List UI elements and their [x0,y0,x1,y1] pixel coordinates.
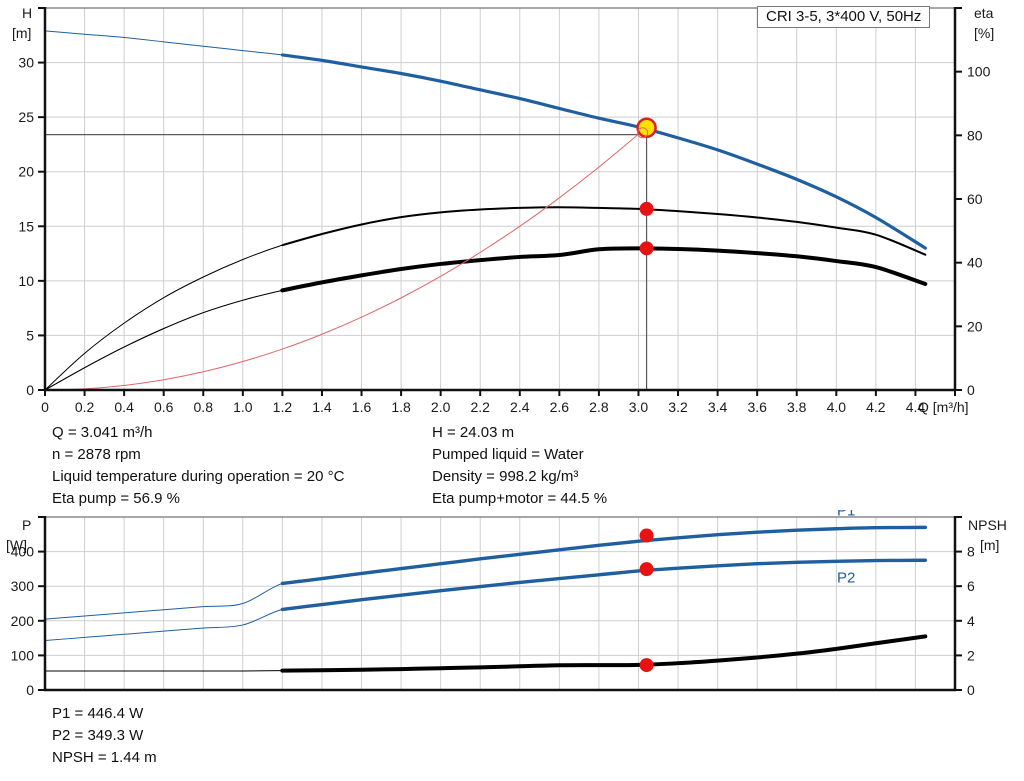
head-efficiency-chart: 0 5 10 15 20 25 30 0 20 40 60 80 100 0 0.2 0.4 0.6 0.8 1.0… [12,5,994,415]
y-tick-label-left: 0 [26,382,34,398]
y-axis-unit-right: [m] [980,537,999,553]
info-n: n = 2878 rpm [52,446,141,463]
y-tick-label-right: 100 [967,64,991,80]
marker-eta-pump-point [639,201,654,216]
x-tick-label: 2.4 [510,399,530,415]
marker-npsh-duty-point [639,658,654,673]
info-liqtemp: Liquid temperature during operation = 20… [52,468,345,485]
pump-model-title: CRI 3-5, 3*400 V, 50Hz [757,6,931,28]
info-p1: P1 = 446.4 W [52,705,144,722]
x-tick-label: 3.0 [629,399,649,415]
system-curve-endpoint [637,127,649,139]
x-tick-label: 1.8 [391,399,411,415]
y-tick-label-left: 400 [11,544,35,560]
info-npsh: NPSH = 1.44 m [52,749,157,766]
series-NPSH-thick [280,634,928,673]
y-tick-label-left: 10 [18,273,34,289]
series-eta-pump-thick [281,206,927,256]
info-q: Q = 3.041 m³/h [52,424,153,441]
y-axis-title-right: NPSH [968,517,1007,533]
y-tick-label-left: 100 [11,647,35,663]
x-tick-label: 0 [41,399,49,415]
info-h: H = 24.03 m [432,424,515,441]
y-tick-label-right: 8 [967,544,975,560]
marker-p1-duty-point [639,528,654,543]
y-tick-label-left: 200 [11,613,35,629]
x-tick-label: 1.2 [273,399,293,415]
x-tick-label: 2.2 [470,399,490,415]
plot-area-top: 0 5 10 15 20 25 30 0 20 40 60 80 100 0 0.2 0.4 0.6 0.8 1.0… [12,5,994,415]
curve-label-p1: P1 [837,510,855,519]
plot-background [45,517,955,690]
series-system-curve [44,127,647,391]
x-tick-label: 0.8 [194,399,214,415]
y-tick-label-left: 20 [18,164,34,180]
curve-label-p2: P2 [837,569,855,586]
y-tick-label-right: 2 [967,647,975,663]
x-tick-label: 1.4 [312,399,332,415]
y-tick-label-left: 30 [18,55,34,71]
y-tick-label-right: 80 [967,127,983,143]
x-axis-title: Q [m³/h] [918,399,969,415]
x-tick-label: 4.2 [866,399,886,415]
x-tick-label: 2.6 [550,399,570,415]
x-tick-label: 0.6 [154,399,174,415]
series-H-thick [280,53,927,250]
x-tick-label: 4.0 [827,399,847,415]
marker-eta-pump-motor-point [639,241,654,256]
x-tick-label: 4.4 [906,399,926,415]
x-tick-label: 0.2 [75,399,95,415]
info-density: Density = 998.2 kg/m³ [432,468,579,485]
x-tick-label: 3.4 [708,399,728,415]
series-eta-pump-motor-thick [280,246,928,293]
series-P1-thick [280,525,928,586]
y-tick-label-right: 6 [967,578,975,594]
y-axis-title-left: H [22,5,32,21]
info-etapump: Eta pump = 56.9 % [52,490,180,507]
y-axis-unit-left: [W] [6,537,27,553]
power-npsh-chart: P1 P2 0 100 200 300 400 0 2 4 6 8 P [W] NPSH [m] [6,510,1007,698]
y-tick-label-left: 300 [11,578,35,594]
y-tick-label-right: 40 [967,255,983,271]
series-P2-thick [280,558,928,612]
info-liquid: Pumped liquid = Water [432,446,584,463]
x-tick-label: 1.6 [352,399,372,415]
y-tick-label-right: 4 [967,613,975,629]
x-tick-label: 1.0 [233,399,253,415]
plot-background [45,8,955,390]
x-tick-label: 3.8 [787,399,807,415]
y-tick-label-left: 0 [26,682,34,698]
y-tick-label-right: 0 [967,382,975,398]
y-axis-title-left: P [22,517,31,533]
duty-point-marker [636,117,657,138]
y-axis-unit-right: [%] [974,25,994,41]
y-tick-label-right: 0 [967,682,975,698]
x-tick-label: 0.4 [114,399,134,415]
y-tick-label-left: 5 [26,327,34,343]
marker-p2-duty-point [639,562,654,577]
info-p2: P2 = 349.3 W [52,727,144,744]
y-tick-label-left: 15 [18,218,34,234]
info-etatotal: Eta pump+motor = 44.5 % [432,490,608,507]
y-axis-title-right: eta [974,5,994,21]
y-tick-label-right: 60 [967,191,983,207]
y-tick-label-right: 20 [967,318,983,334]
x-tick-label: 3.6 [747,399,767,415]
x-tick-label: 2.8 [589,399,609,415]
x-tick-label: 2.0 [431,399,451,415]
x-tick-label: 3.2 [668,399,688,415]
y-tick-label-left: 25 [18,109,34,125]
y-axis-unit-left: [m] [12,25,31,41]
plot-area-bottom: P1 P2 0 100 200 300 400 0 2 4 6 8 P [W] NPSH [m] [6,510,1007,698]
